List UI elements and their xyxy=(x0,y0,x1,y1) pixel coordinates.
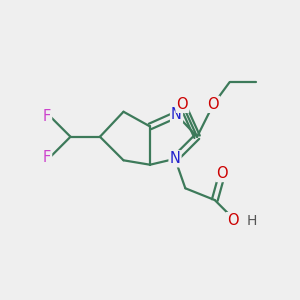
Text: N: N xyxy=(169,151,181,166)
Text: O: O xyxy=(208,97,219,112)
Text: F: F xyxy=(43,150,51,165)
Text: H: H xyxy=(247,214,257,228)
Text: N: N xyxy=(171,107,182,122)
Text: F: F xyxy=(43,109,51,124)
Text: O: O xyxy=(177,97,188,112)
Text: O: O xyxy=(226,213,238,228)
Text: O: O xyxy=(216,166,228,181)
